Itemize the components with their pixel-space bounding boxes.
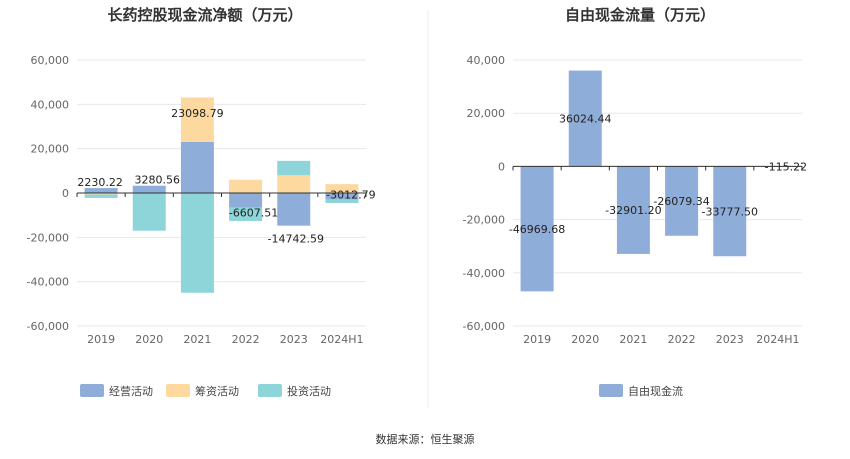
bar-segment bbox=[132, 185, 166, 193]
legend-swatch bbox=[80, 384, 104, 397]
y-tick-label: -40,000 bbox=[463, 267, 505, 280]
legend-label: 筹资活动 bbox=[195, 384, 239, 398]
bar-segment bbox=[229, 207, 263, 221]
y-tick-label: 0 bbox=[62, 187, 69, 200]
x-tick-label: 2019 bbox=[87, 333, 115, 346]
data-label: 2230.22 bbox=[77, 176, 123, 189]
bar-segment bbox=[325, 199, 359, 204]
bar-segment bbox=[84, 188, 118, 193]
bar-segment bbox=[277, 193, 311, 226]
bar-segment bbox=[84, 194, 118, 198]
bar-segment bbox=[277, 160, 311, 176]
x-tick-label: 2020 bbox=[571, 333, 599, 346]
legend-label: 投资活动 bbox=[287, 384, 331, 398]
bar bbox=[520, 166, 554, 292]
data-label: -3012.79 bbox=[326, 189, 375, 202]
legend-swatch bbox=[258, 384, 282, 397]
bar-segment bbox=[229, 193, 263, 208]
bar bbox=[568, 70, 602, 167]
data-label: -6607.51 bbox=[229, 207, 278, 220]
data-label: -33777.50 bbox=[702, 205, 758, 218]
x-tick-label: 2019 bbox=[523, 333, 551, 346]
bar-segment bbox=[180, 97, 214, 142]
y-tick-label: 40,000 bbox=[467, 54, 506, 67]
y-tick-label: 20,000 bbox=[467, 107, 506, 120]
y-tick-label: -60,000 bbox=[27, 320, 69, 333]
bar-segment bbox=[132, 193, 166, 231]
data-label: 3280.56 bbox=[135, 174, 181, 187]
y-tick-label: -40,000 bbox=[27, 276, 69, 289]
data-label: -32901.20 bbox=[605, 204, 661, 217]
bar-segment bbox=[180, 141, 214, 193]
bar bbox=[616, 166, 650, 254]
x-tick-label: 2022 bbox=[668, 333, 696, 346]
data-label: -14742.59 bbox=[268, 233, 324, 246]
data-label: -26079.34 bbox=[653, 195, 709, 208]
x-tick-label: 2023 bbox=[280, 333, 308, 346]
y-tick-label: -20,000 bbox=[27, 231, 69, 244]
bar bbox=[713, 166, 747, 257]
x-tick-label: 2021 bbox=[619, 333, 647, 346]
legend-swatch bbox=[166, 384, 190, 397]
bar-segment bbox=[325, 193, 359, 200]
x-tick-label: 2024H1 bbox=[756, 333, 799, 346]
cash-flow-net-chart: 长药控股现金流净额（万元） 60,000 40,000 20,000 0 -20,000 -… bbox=[27, 6, 376, 398]
bar-segment bbox=[325, 184, 359, 193]
x-tick-label: 2022 bbox=[232, 333, 260, 346]
data-source-note: 数据来源：恒生聚源 bbox=[376, 432, 475, 446]
chart-title: 自由现金流量（万元） bbox=[565, 6, 715, 24]
bar-segment bbox=[229, 179, 263, 193]
legend-swatch bbox=[599, 384, 623, 397]
legend-label: 经营活动 bbox=[109, 384, 153, 398]
y-tick-label: -60,000 bbox=[463, 320, 505, 333]
x-tick-label: 2024H1 bbox=[320, 333, 363, 346]
legend-label: 自由现金流 bbox=[628, 384, 683, 398]
y-tick-label: 40,000 bbox=[31, 98, 70, 111]
bar-segment bbox=[84, 193, 118, 195]
data-label: 36024.44 bbox=[559, 112, 612, 125]
bar bbox=[665, 166, 699, 236]
y-tick-label: -20,000 bbox=[463, 214, 505, 227]
bar-segment bbox=[277, 175, 311, 193]
free-cash-flow-chart: 自由现金流量（万元） 40,000 20,000 0 -20,000 -40,000 -60… bbox=[463, 6, 808, 398]
y-tick-label: 60,000 bbox=[31, 54, 70, 67]
data-label: -46969.68 bbox=[509, 223, 565, 236]
chart-title: 长药控股现金流净额（万元） bbox=[107, 6, 302, 24]
x-tick-label: 2023 bbox=[716, 333, 744, 346]
x-tick-label: 2020 bbox=[135, 333, 163, 346]
data-label: 23098.79 bbox=[171, 107, 224, 120]
y-tick-label: 20,000 bbox=[31, 143, 70, 156]
y-tick-label: 0 bbox=[498, 160, 505, 173]
x-tick-label: 2021 bbox=[183, 333, 211, 346]
bar-segment bbox=[180, 193, 214, 293]
